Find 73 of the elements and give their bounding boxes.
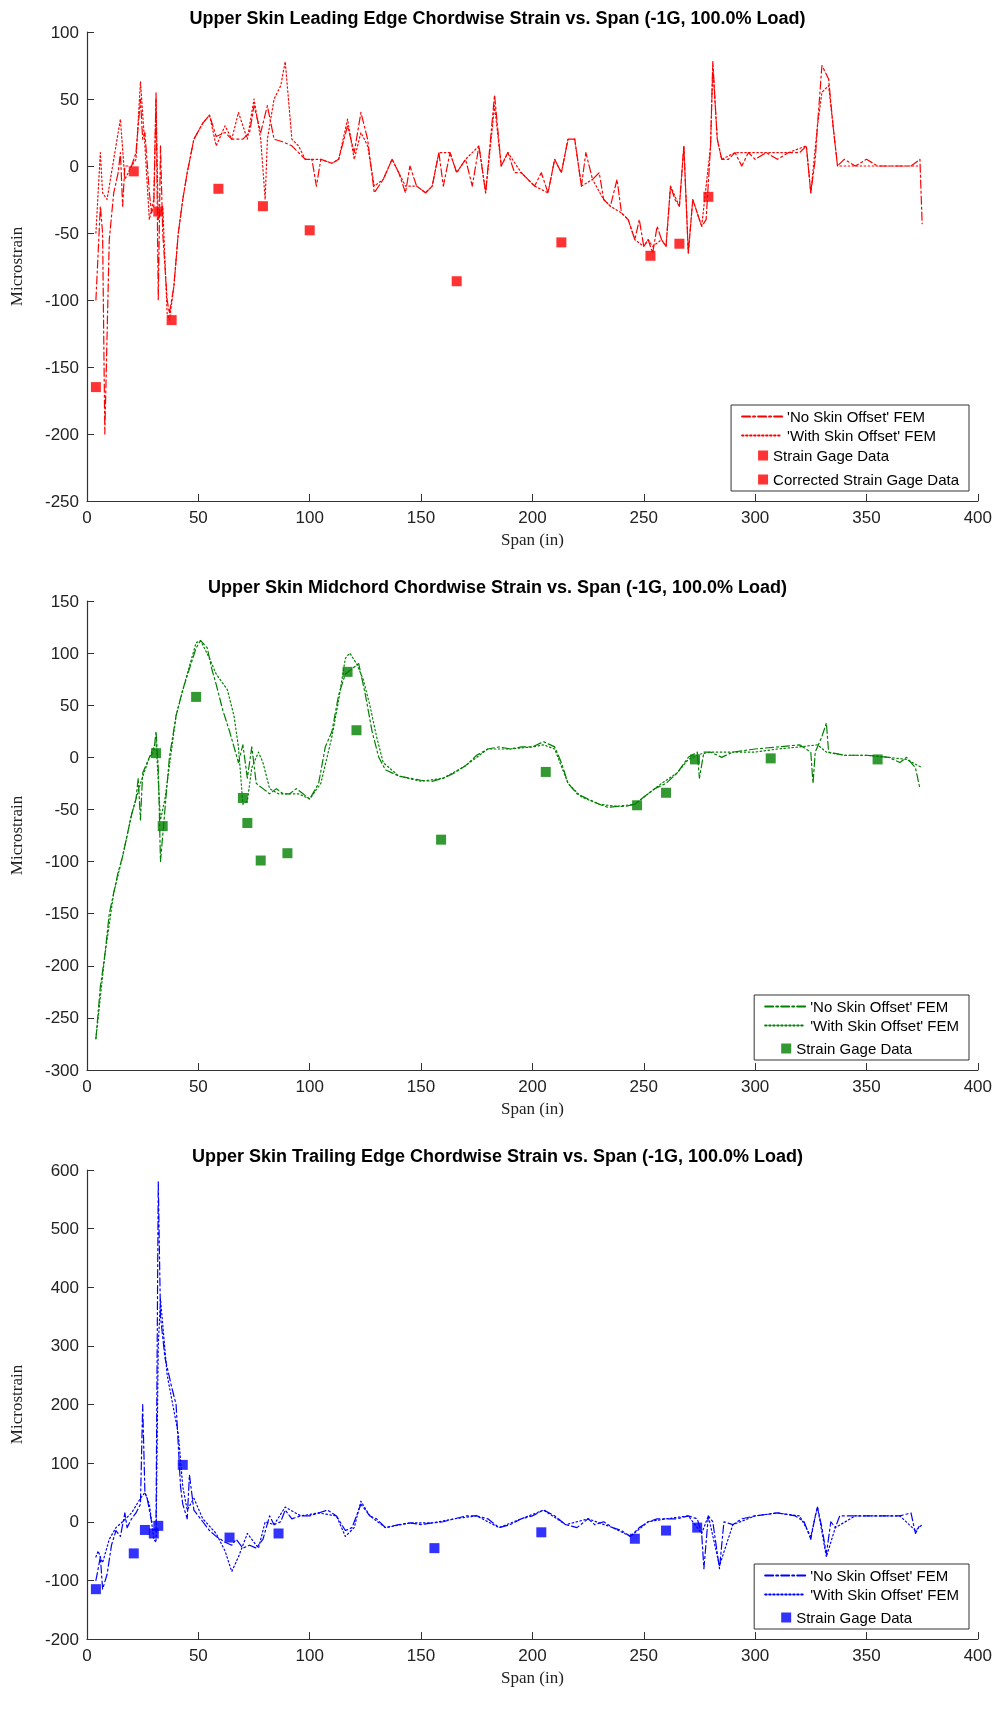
y-tick-label: -300 [44,1060,79,1080]
y-tick-label: 100 [50,643,79,663]
x-tick-label: 50 [188,1077,208,1096]
x-tick-label: 300 [740,1077,770,1096]
chart-title: Upper Skin Leading Edge Chordwise Strain vs. Span (-1G, 100.0% Load) [189,8,806,28]
chart-title: Upper Skin Midchord Chordwise Strain vs. Span (-1G, 100.0% Load) [207,577,788,597]
legend-label: Strain Gage Data [773,447,890,464]
legend-label: 'With Skin Offset' FEM [810,1017,960,1034]
x-tick-label: 100 [295,1646,324,1665]
x-tick-label: 300 [740,1646,770,1665]
x-axis-title: Span (in) [501,529,564,549]
y-axis-title: Microstrain [7,226,26,307]
y-tick-label: 200 [50,1395,79,1414]
y-tick-label: 100 [50,1453,79,1473]
y-axis-title: Microstrain [7,795,26,876]
y-tick-label: -50 [54,799,79,819]
x-tick-label: 400 [963,1646,993,1665]
y-tick-label: 50 [60,695,79,715]
x-axis-title: Span (in) [501,1098,564,1118]
x-tick-label: 400 [963,508,993,527]
x-tick-label: 300 [740,508,770,527]
x-tick-label: 200 [518,1646,547,1665]
y-tick-label: -100 [44,290,79,310]
x-tick-label: 50 [188,1646,208,1665]
x-tick-label: 200 [518,1077,547,1096]
y-tick-label: -50 [54,223,79,243]
legend-label: 'No Skin Offset' FEM [810,1567,949,1584]
x-tick-label: 0 [82,1077,92,1096]
y-tick-label: -150 [44,904,79,924]
x-tick-label: 150 [406,1646,436,1665]
y-tick-label: 0 [69,747,79,767]
legend-label: 'With Skin Offset' FEM [810,1586,960,1603]
x-tick-label: 250 [629,1077,658,1096]
y-axis-title: Microstrain [7,1364,26,1445]
y-tick-label: 500 [50,1219,79,1239]
x-tick-label: 400 [963,1077,993,1096]
x-tick-label: 150 [406,508,436,527]
y-tick-label: 600 [50,1160,79,1180]
x-tick-label: 250 [629,508,658,527]
x-tick-label: 350 [852,1646,881,1665]
legend-label: 'No Skin Offset' FEM [787,408,926,425]
y-tick-label: 0 [69,1512,79,1532]
y-tick-label: -250 [44,1008,79,1028]
y-tick-label: 400 [50,1277,79,1297]
y-tick-label: -200 [44,424,79,444]
y-tick-label: -250 [44,491,79,511]
y-tick-label: -200 [44,956,79,976]
x-tick-label: 250 [629,1646,658,1665]
y-tick-label: 0 [69,156,79,176]
y-tick-label: -100 [44,1570,79,1590]
x-tick-label: 100 [295,1077,324,1096]
y-tick-label: -100 [44,852,79,872]
legend-label: 'No Skin Offset' FEM [810,998,949,1015]
y-tick-label: 150 [50,591,79,611]
legend-label: Strain Gage Data [796,1040,913,1057]
x-tick-label: 100 [295,508,324,527]
x-tick-label: 0 [82,1646,92,1665]
legend-label: Strain Gage Data [796,1609,913,1626]
legend-label: Corrected Strain Gage Data [773,471,960,488]
chart-title: Upper Skin Trailing Edge Chordwise Strain vs. Span (-1G, 100.0% Load) [191,1146,804,1166]
x-axis-title: Span (in) [501,1667,564,1687]
y-tick-label: -150 [44,357,79,377]
legend-label: 'With Skin Offset' FEM [787,427,936,444]
y-tick-label: 300 [50,1336,79,1356]
x-tick-label: 0 [82,508,92,527]
y-tick-label: 100 [50,22,79,42]
x-tick-label: 350 [852,1077,881,1096]
x-tick-label: 350 [852,508,881,527]
x-tick-label: 150 [406,1077,436,1096]
y-tick-label: 50 [60,89,79,109]
x-tick-label: 200 [518,508,547,527]
y-tick-label: -200 [44,1629,79,1649]
x-tick-label: 50 [188,508,208,527]
